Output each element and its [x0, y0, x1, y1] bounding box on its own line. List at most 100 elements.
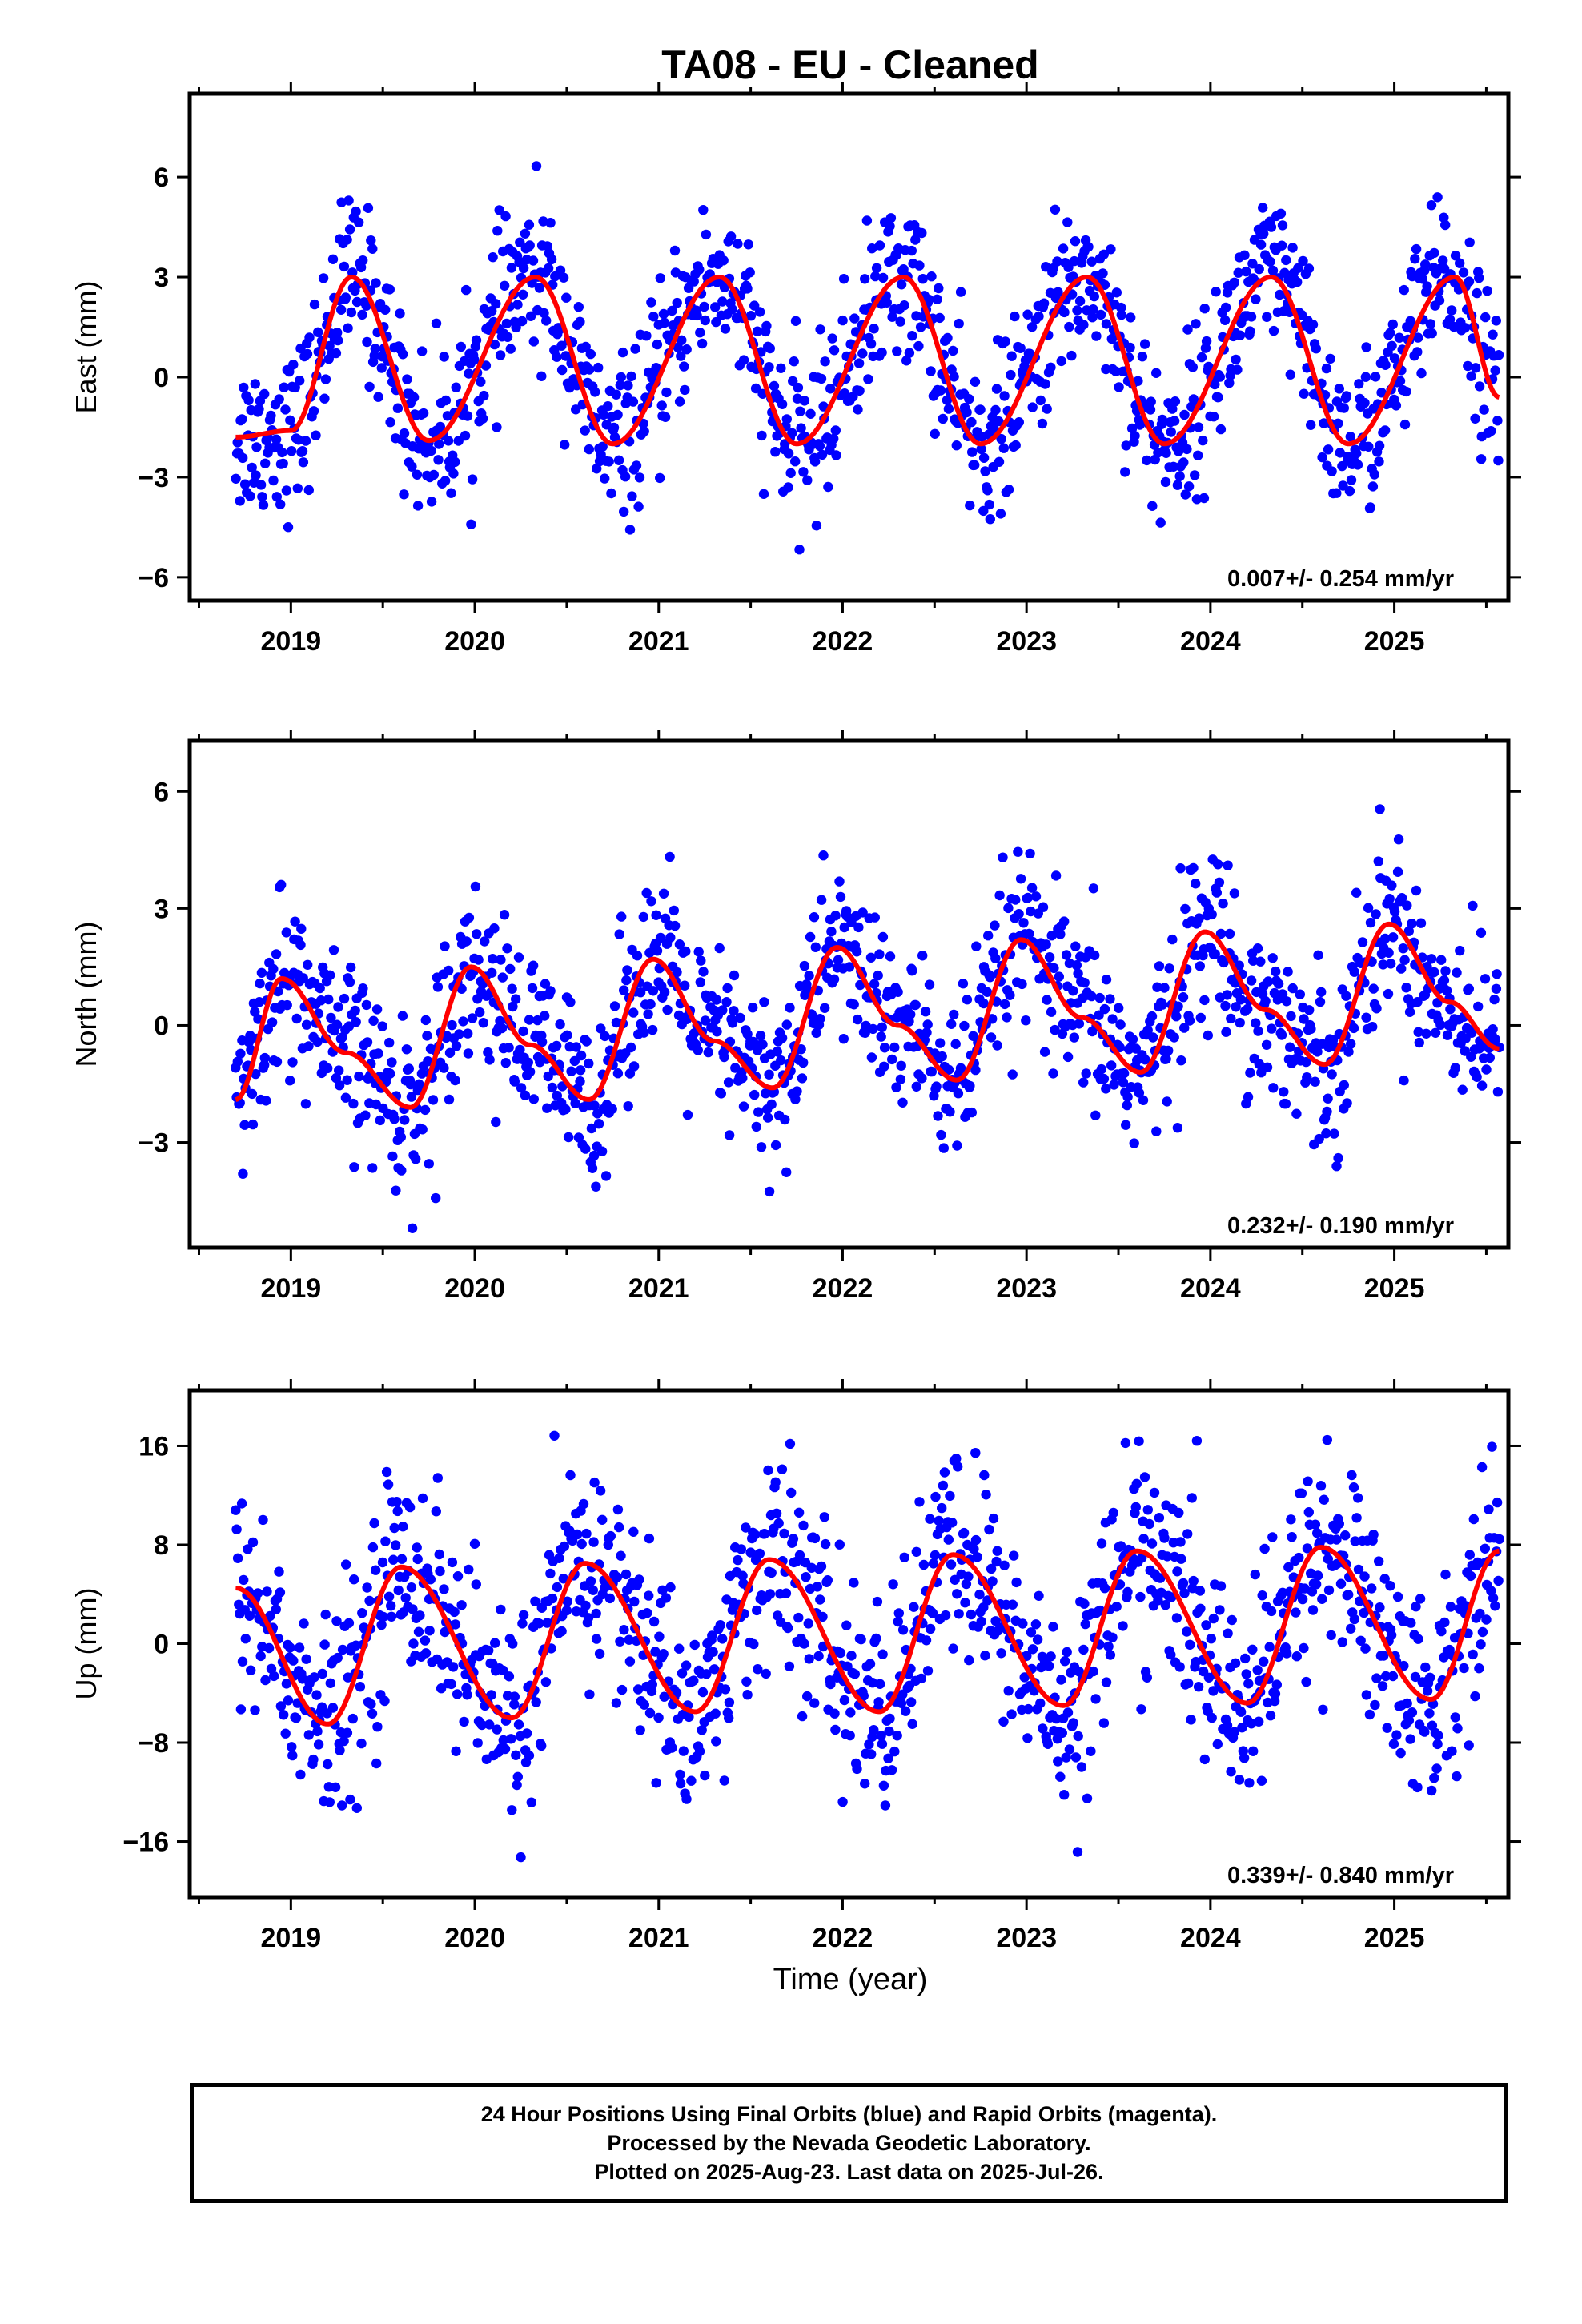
data-point — [743, 239, 753, 250]
data-point — [1349, 967, 1360, 977]
x-tick-label: 2020 — [444, 1273, 505, 1304]
data-point — [1306, 420, 1316, 430]
data-point — [586, 1123, 597, 1134]
data-point — [513, 952, 524, 963]
data-point — [725, 231, 737, 242]
data-point — [826, 927, 837, 937]
data-point — [798, 467, 809, 477]
data-point — [970, 1064, 981, 1076]
data-point — [689, 1675, 699, 1686]
data-point — [521, 1728, 532, 1739]
data-point — [1341, 991, 1351, 1001]
data-point — [1215, 1605, 1225, 1615]
data-point — [500, 211, 511, 222]
data-point — [817, 449, 828, 460]
data-point — [628, 396, 639, 407]
data-point — [467, 1013, 478, 1023]
data-point — [308, 1754, 319, 1765]
data-point — [396, 1554, 408, 1564]
data-point — [733, 239, 743, 249]
data-point — [496, 1604, 506, 1615]
data-point — [312, 1036, 323, 1047]
data-point — [1024, 928, 1034, 939]
data-point — [816, 895, 827, 905]
data-point — [681, 1660, 692, 1671]
data-point — [892, 346, 902, 356]
data-point — [804, 971, 814, 981]
data-point — [880, 1800, 891, 1811]
data-point — [422, 1031, 432, 1041]
data-point — [600, 1171, 612, 1181]
data-point — [1352, 1493, 1363, 1503]
data-point — [1046, 1007, 1057, 1017]
data-point — [1459, 1663, 1469, 1674]
data-point — [1283, 1562, 1294, 1573]
data-point — [246, 1665, 256, 1675]
data-point — [266, 410, 276, 421]
data-point — [1310, 1519, 1321, 1530]
data-point — [873, 1697, 884, 1707]
data-point — [540, 1011, 550, 1021]
data-point — [471, 335, 482, 345]
data-point — [312, 1726, 323, 1737]
data-point — [285, 415, 295, 425]
data-point — [1474, 381, 1485, 392]
data-point — [469, 355, 480, 365]
data-point — [1349, 1614, 1360, 1625]
data-point — [258, 500, 269, 510]
data-point — [1412, 1782, 1423, 1793]
data-point — [1383, 947, 1394, 959]
data-point — [1224, 378, 1235, 388]
data-point — [251, 1068, 261, 1080]
data-point — [232, 1553, 243, 1564]
data-point — [506, 1734, 516, 1744]
data-point — [1005, 990, 1015, 1000]
data-point — [492, 226, 503, 236]
data-point — [251, 470, 261, 480]
data-point — [477, 413, 488, 424]
data-point — [759, 1529, 770, 1539]
data-point — [388, 1554, 399, 1565]
data-point — [1415, 1594, 1426, 1604]
data-point — [700, 315, 710, 326]
data-point — [1167, 934, 1178, 945]
data-point — [1491, 316, 1502, 326]
data-point — [1271, 1679, 1283, 1690]
data-point — [1440, 219, 1451, 231]
data-point — [452, 1689, 463, 1699]
x-tick-label: 2023 — [996, 1923, 1057, 1953]
data-point — [819, 1512, 829, 1522]
data-point — [1026, 322, 1038, 332]
data-point — [1281, 255, 1291, 266]
east-plot-frame — [187, 91, 1511, 603]
data-point — [864, 1739, 874, 1750]
data-point — [1304, 1005, 1315, 1015]
data-point — [303, 959, 313, 971]
data-point — [1494, 1534, 1505, 1545]
data-point — [907, 966, 917, 976]
data-point — [1279, 1087, 1289, 1097]
east-fit-line — [235, 275, 1500, 447]
data-point — [398, 1522, 408, 1532]
data-point — [525, 311, 536, 321]
data-point — [1296, 1488, 1307, 1498]
data-point — [794, 545, 805, 555]
data-point — [1000, 336, 1011, 347]
data-point — [1190, 470, 1200, 480]
data-point — [674, 396, 685, 407]
data-point — [976, 1616, 986, 1627]
data-point — [926, 1066, 938, 1077]
data-point — [909, 1602, 919, 1612]
data-point — [1169, 1032, 1179, 1043]
data-point — [700, 1015, 711, 1026]
data-point — [1070, 236, 1081, 247]
data-point — [1191, 319, 1201, 329]
data-point — [764, 1186, 775, 1197]
data-point — [885, 951, 896, 962]
data-point — [1015, 343, 1026, 353]
data-point — [235, 496, 245, 506]
data-point — [1492, 1497, 1503, 1508]
data-point — [585, 348, 596, 360]
data-point — [839, 1695, 850, 1706]
